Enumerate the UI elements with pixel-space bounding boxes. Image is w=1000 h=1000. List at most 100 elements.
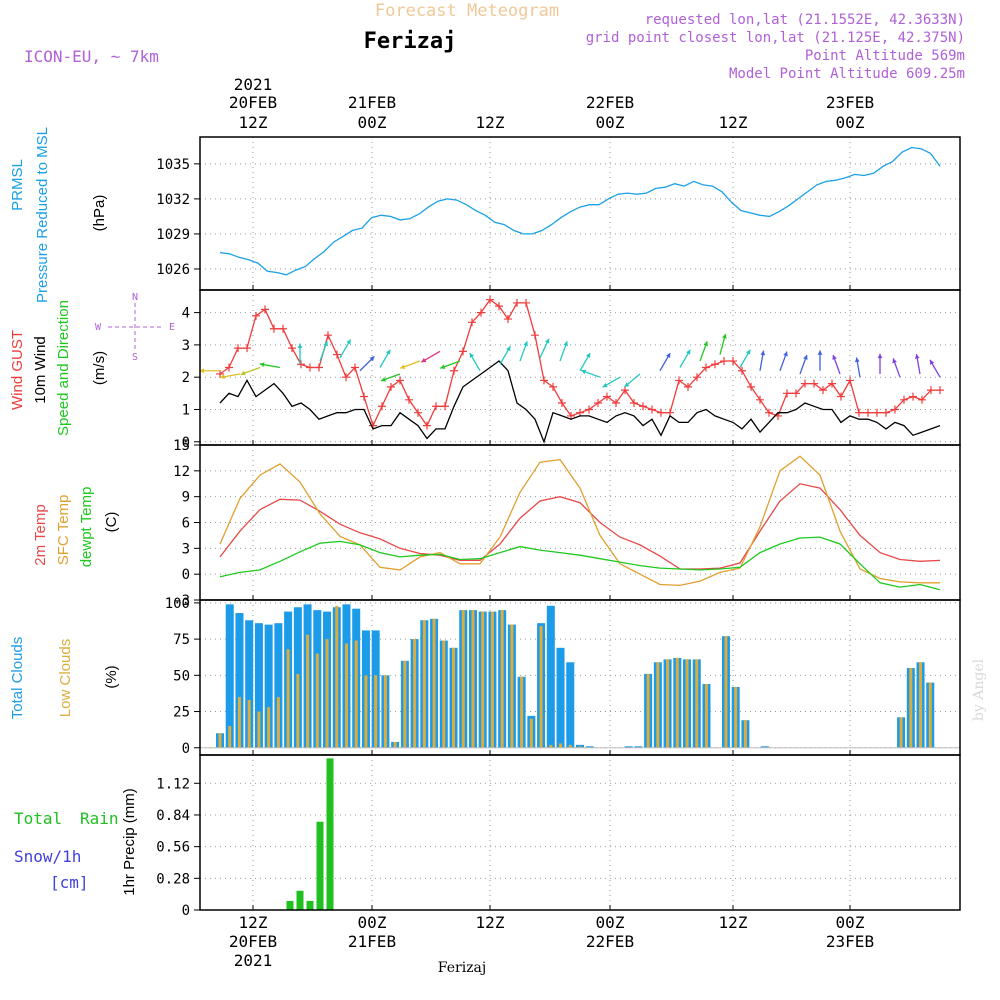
gust-marker bbox=[495, 302, 503, 311]
wind-vector-head bbox=[220, 374, 225, 380]
gust-marker bbox=[243, 344, 251, 353]
clouds-ytick-label: 0 bbox=[182, 741, 190, 757]
temperature-ytick-label: 3 bbox=[182, 541, 190, 557]
model-label: ICON-EU, ~ 7km bbox=[24, 47, 159, 66]
wind-ylabel-c: Speed and Direction bbox=[55, 300, 72, 436]
precip-ytick-label: 1.12 bbox=[156, 776, 190, 792]
precip-bar bbox=[326, 758, 334, 910]
cloud-bar-low bbox=[442, 640, 446, 748]
time-label-bottom: 22FEB bbox=[586, 932, 634, 951]
wind-vector-head bbox=[544, 338, 550, 344]
gust-marker bbox=[477, 308, 485, 317]
precip-bar bbox=[306, 900, 314, 910]
temp-ylabel-b: SFC Temp bbox=[55, 495, 72, 566]
wind-ytick-label: 4 bbox=[182, 306, 190, 322]
gust-marker bbox=[828, 379, 836, 388]
pressure-ytick-label: 1032 bbox=[156, 192, 190, 208]
wind-vector-head bbox=[703, 341, 708, 347]
temp-unit: (C) bbox=[103, 512, 120, 533]
time-label-top: 12Z bbox=[476, 113, 505, 132]
gust-marker bbox=[846, 376, 854, 385]
precip-ytick-label: 0.84 bbox=[156, 808, 190, 824]
cloud-bar-low bbox=[286, 649, 290, 748]
wind-vector-head bbox=[297, 343, 303, 348]
wind-ytick-label: 2 bbox=[182, 370, 190, 386]
clouds-ytick-label: 75 bbox=[173, 632, 190, 648]
time-label-bottom: 12Z bbox=[476, 913, 505, 932]
cloud-bar-total bbox=[585, 746, 594, 748]
gust-marker bbox=[909, 392, 917, 401]
cloud-ylabel-b: Low Clouds bbox=[57, 639, 74, 717]
clouds-ytick-label: 25 bbox=[173, 705, 190, 721]
gust-marker bbox=[612, 399, 620, 408]
gust-marker bbox=[468, 318, 476, 327]
gust-marker bbox=[531, 331, 539, 340]
wind-ytick-label: 3 bbox=[182, 338, 190, 354]
wind-vector-head bbox=[346, 339, 351, 345]
time-label-top: 12Z bbox=[719, 113, 748, 132]
cloud-bar-total bbox=[264, 624, 273, 748]
gust-marker bbox=[585, 405, 593, 414]
cloud-bar-low bbox=[899, 717, 903, 748]
cloud-bar-low bbox=[529, 718, 533, 748]
gust-marker bbox=[378, 402, 386, 411]
precip-legend-total: Total bbox=[14, 809, 62, 828]
pressure-ylabel-b: Pressure Reduced to MSL bbox=[34, 127, 51, 303]
gust-marker bbox=[549, 382, 557, 391]
cloud-bar-low bbox=[578, 746, 582, 748]
cloud-bar-total bbox=[624, 746, 633, 748]
wind-vector-head bbox=[722, 333, 727, 339]
wind-vector-head bbox=[832, 354, 837, 360]
wind-vector-head bbox=[665, 353, 671, 359]
cloud-bar-low bbox=[481, 611, 485, 748]
precip-ytick-label: 0.28 bbox=[156, 871, 190, 887]
gust-marker bbox=[702, 363, 710, 372]
gust-marker bbox=[819, 386, 827, 395]
wind-vector-head bbox=[400, 364, 406, 369]
compass-e: E bbox=[169, 322, 175, 333]
wind-vector-head bbox=[199, 368, 204, 374]
gust-marker bbox=[792, 389, 800, 398]
cloud-bar-low bbox=[704, 684, 708, 748]
gust-marker bbox=[936, 386, 944, 395]
cloud-bar-low bbox=[666, 659, 670, 748]
wind-vector-head bbox=[624, 382, 630, 387]
cloud-bar-low bbox=[743, 720, 747, 748]
cloud-bar-low bbox=[695, 659, 699, 748]
gust-marker bbox=[747, 382, 755, 391]
temperature-series-2m-temp bbox=[219, 483, 941, 570]
temperature-series-sfc-temp bbox=[219, 455, 940, 587]
cloud-bar-low bbox=[315, 653, 319, 748]
wind-vector-head bbox=[892, 358, 897, 364]
precip-legend-rain: Rain bbox=[80, 809, 119, 828]
wind-vector-head bbox=[581, 369, 587, 375]
time-label-top: 00Z bbox=[596, 113, 625, 132]
wind-vector-head bbox=[381, 377, 386, 382]
gust-marker bbox=[765, 408, 773, 417]
cloud-bar-low bbox=[461, 610, 465, 748]
clouds-ytick-label: 50 bbox=[173, 668, 190, 684]
time-label-bottom: 23FEB bbox=[826, 932, 874, 951]
cloud-bar-low bbox=[549, 744, 553, 748]
wind-ytick-label: 0 bbox=[182, 435, 190, 451]
temp-ylabel-a: 2m Temp bbox=[32, 504, 49, 565]
cloud-bar-low bbox=[724, 636, 728, 748]
cloud-bar-total bbox=[274, 623, 283, 748]
cloud-ylabel-a: Total Clouds bbox=[9, 637, 26, 720]
footer-location: Ferizaj bbox=[438, 960, 486, 976]
cloud-unit: (%) bbox=[103, 665, 120, 688]
cloud-bar-low bbox=[422, 620, 426, 748]
wind-series-10m-wind bbox=[219, 360, 941, 444]
cloud-bar-low bbox=[306, 634, 310, 748]
precip-legend-cm: [cm] bbox=[50, 873, 89, 892]
temp-ylabel-c: dewpt Temp bbox=[78, 487, 95, 568]
precip-panel: 0 0.28 0.56 0.84 1.12 bbox=[156, 754, 961, 919]
wind-vector-head bbox=[746, 349, 751, 355]
time-label-top: 00Z bbox=[836, 113, 865, 132]
gust-marker bbox=[396, 376, 404, 385]
time-label-bottom: 2021 bbox=[234, 951, 273, 970]
precip-bar bbox=[296, 890, 304, 910]
precip-ytick-label: 0 bbox=[182, 903, 190, 919]
wind-vector-head bbox=[440, 364, 446, 369]
time-label-bottom: 12Z bbox=[239, 913, 268, 932]
